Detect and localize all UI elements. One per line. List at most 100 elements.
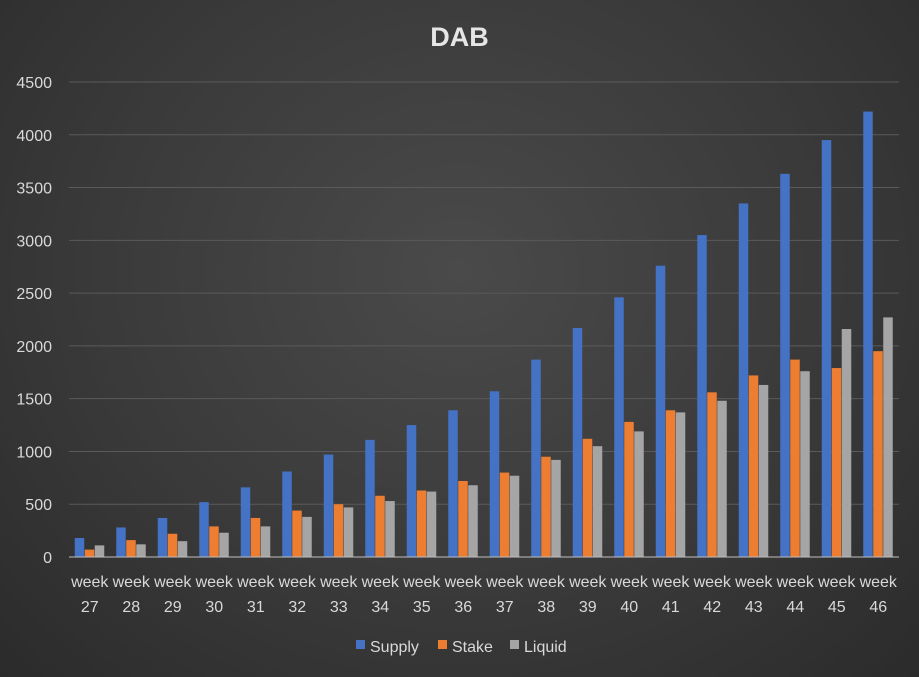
x-tick-label: week: [734, 574, 773, 591]
bar-liquid: [841, 329, 852, 557]
bar-stake: [541, 456, 551, 557]
y-tick-label: 3500: [16, 181, 52, 198]
bar-supply: [74, 538, 85, 557]
bar-supply: [489, 391, 500, 557]
bar-supply: [531, 359, 541, 557]
bar-stake: [748, 375, 759, 557]
x-tick-label: week: [610, 574, 649, 591]
bar-liquid: [592, 446, 603, 557]
x-tick-label: week: [776, 574, 815, 591]
legend-label-supply: Supply: [370, 639, 419, 656]
legend-label-stake: Stake: [452, 639, 493, 656]
bars: [74, 111, 893, 558]
bar-supply: [821, 140, 832, 558]
x-tick-label: week: [527, 574, 566, 591]
bar-supply: [572, 327, 583, 557]
bar-supply: [697, 235, 707, 558]
bar-liquid: [94, 545, 105, 557]
x-tick-label: week: [402, 574, 441, 591]
bar-liquid: [675, 412, 686, 557]
bar-stake: [624, 421, 634, 557]
x-tick-label: week: [444, 574, 483, 591]
x-tick-label: 38: [537, 599, 555, 616]
x-tick-label: 42: [703, 599, 721, 616]
bar-liquid: [219, 532, 229, 557]
bar-supply: [157, 517, 168, 557]
x-tick-label: 30: [205, 599, 223, 616]
bar-supply: [116, 527, 126, 557]
y-tick-label: 1500: [16, 392, 52, 409]
x-tick-label: 44: [786, 599, 804, 616]
bar-liquid: [343, 507, 354, 557]
x-tick-label: week: [278, 574, 317, 591]
bar-stake: [250, 517, 261, 557]
legend-swatch-stake: [438, 640, 447, 649]
bar-liquid: [468, 485, 478, 557]
bar-liquid: [385, 501, 395, 557]
x-tick-label: 43: [745, 599, 763, 616]
x-tick-label: 27: [81, 599, 99, 616]
bar-supply: [738, 203, 749, 557]
y-tick-label: 500: [25, 497, 52, 514]
bar-supply: [863, 111, 873, 558]
y-tick-label: 2500: [16, 286, 52, 303]
y-tick-label: 4500: [16, 75, 52, 92]
x-tick-label: 46: [869, 599, 887, 616]
bar-liquid: [800, 371, 810, 557]
x-tick-label: 41: [662, 599, 680, 616]
bar-liquid: [634, 431, 644, 557]
bar-stake: [458, 481, 468, 557]
bar-supply: [614, 297, 624, 557]
bar-supply: [655, 265, 666, 557]
y-tick-label: 2000: [16, 339, 52, 356]
bar-liquid: [551, 459, 561, 557]
legend-swatch-liquid: [510, 640, 519, 649]
y-axis-tick-labels: 0 500 1000 1500 2000 2500 3000 3500 4000 4500: [16, 75, 52, 567]
bar-stake: [707, 392, 717, 557]
bar-liquid: [302, 516, 312, 557]
bar-stake: [167, 533, 178, 557]
x-tick-label: week: [817, 574, 856, 591]
x-tick-label: week: [651, 574, 690, 591]
bar-liquid: [426, 491, 437, 557]
x-tick-label: 31: [247, 599, 265, 616]
bar-liquid: [177, 541, 188, 557]
bar-liquid: [717, 400, 727, 557]
y-tick-label: 4000: [16, 128, 52, 145]
bar-stake: [375, 495, 385, 557]
x-tick-label: 32: [288, 599, 306, 616]
x-tick-label: 35: [413, 599, 431, 616]
x-tick-label: 39: [579, 599, 597, 616]
bar-liquid: [509, 475, 520, 557]
x-tick-label: week: [70, 574, 109, 591]
x-tick-label: week: [236, 574, 275, 591]
bar-liquid: [758, 384, 769, 557]
chart-title: DAB: [430, 22, 489, 52]
bar-stake: [84, 549, 95, 557]
legend: Supply Stake Liquid: [356, 639, 567, 656]
bar-stake: [665, 410, 676, 557]
x-axis-tick-labels: week 27 week 28 week 29 week 30 week 31 week 32 week…: [70, 574, 898, 616]
legend-swatch-supply: [356, 640, 365, 649]
bar-stake: [831, 368, 842, 557]
x-tick-label: 40: [620, 599, 638, 616]
x-tick-label: week: [568, 574, 607, 591]
x-tick-label: week: [195, 574, 234, 591]
bar-liquid: [883, 317, 893, 557]
bar-liquid: [136, 544, 146, 557]
x-tick-label: 29: [164, 599, 182, 616]
bar-stake: [582, 438, 593, 557]
legend-label-liquid: Liquid: [524, 639, 567, 656]
x-tick-label: week: [485, 574, 524, 591]
bar-supply: [199, 502, 209, 557]
x-tick-label: 36: [454, 599, 472, 616]
x-tick-label: 45: [828, 599, 846, 616]
x-tick-label: 34: [371, 599, 389, 616]
bar-supply: [406, 425, 417, 557]
x-tick-label: week: [361, 574, 400, 591]
bar-supply: [282, 471, 292, 557]
x-tick-label: 33: [330, 599, 348, 616]
x-tick-label: 37: [496, 599, 514, 616]
y-tick-label: 1000: [16, 444, 52, 461]
